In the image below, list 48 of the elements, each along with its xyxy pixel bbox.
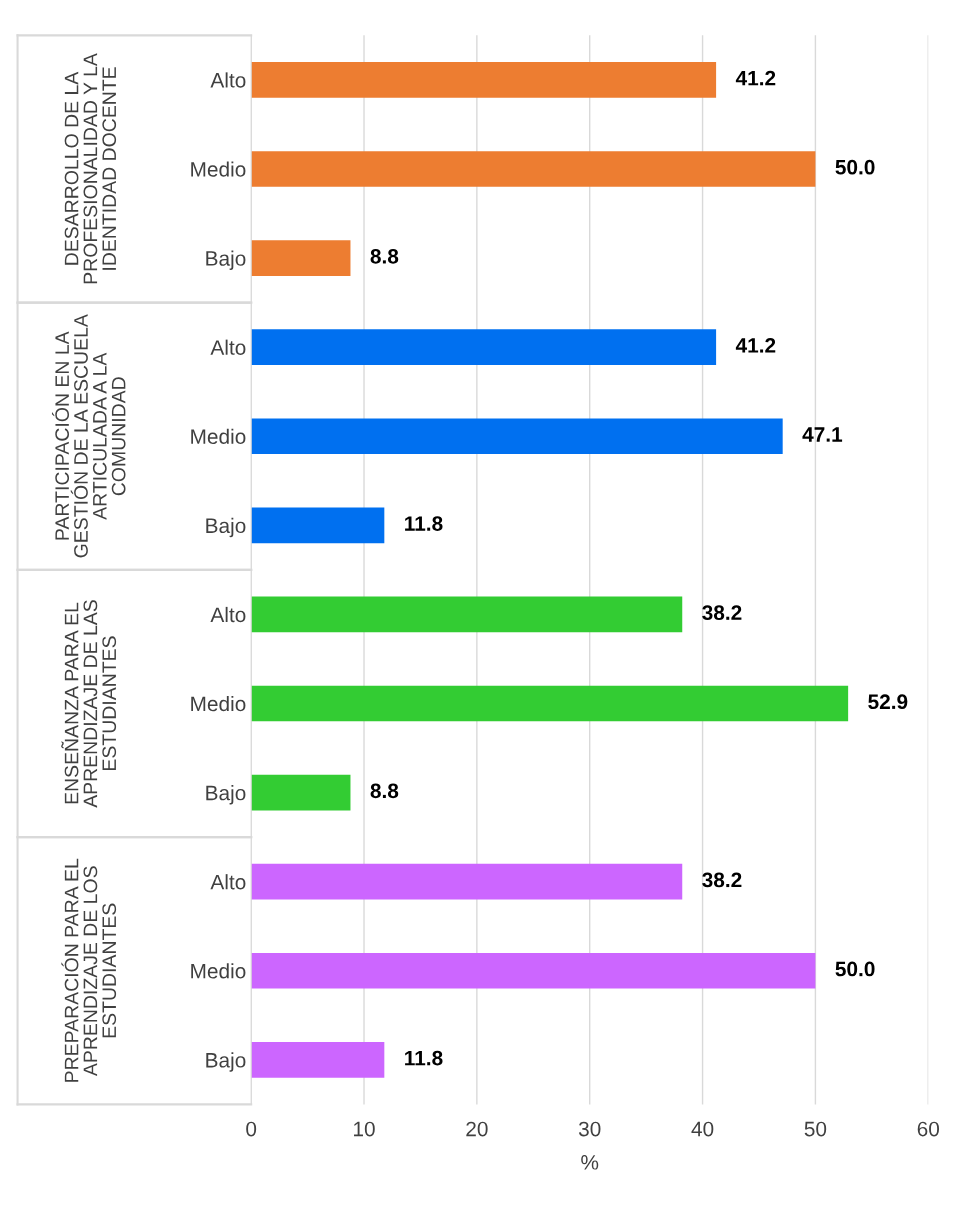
text: ENSEÑANZA PARA EL APRENDIZAJE DE LAS ESTUDIANTES [61, 600, 117, 808]
y-tick-label: Bajo [206, 785, 246, 805]
data-label: 8.8 [370, 248, 399, 264]
y-tick-label: Medio [191, 695, 246, 712]
x-tick-label: 10 [354, 1121, 375, 1137]
x-tick-label: 30 [578, 1121, 601, 1137]
data-label: 38.2 [702, 872, 742, 888]
data-label: 47.1 [802, 427, 843, 442]
y-tick-label: Bajo [206, 1052, 246, 1072]
bar [251, 774, 351, 811]
data-label: 11.8 [405, 1050, 443, 1066]
y-tick-label: Medio [191, 963, 246, 979]
data-label: 41.2 [735, 338, 776, 353]
x-tick-label: 20 [466, 1121, 488, 1137]
y-tick-label: Alto [210, 606, 246, 623]
text: PARTICIPACIÓN EN LA GESTIÓN DE LA ESCUELA ARTICULADA A LA COMUNIDAD [51, 314, 126, 558]
y-tick-label: Bajo [206, 250, 246, 270]
text: PREPARACIÓN PARA EL APRENDIZAJE DE LOS ESTUDIANTES [61, 858, 117, 1082]
data-label: 8.8 [370, 783, 399, 799]
bar [251, 62, 717, 98]
bar [251, 952, 816, 989]
x-tick-label: 60 [917, 1121, 940, 1137]
x-axis-title: % [581, 1155, 599, 1170]
y-tick-label: Alto [210, 339, 246, 355]
bar [251, 596, 683, 633]
x-tick-label: 0 [246, 1121, 257, 1137]
bar [251, 685, 849, 722]
data-label: 52.9 [868, 694, 908, 710]
y-tick-label: Alto [210, 874, 246, 890]
y-tick-label: Alto [210, 72, 246, 88]
bar [251, 151, 816, 187]
bar [251, 507, 385, 544]
bar [251, 418, 783, 455]
bar [251, 863, 683, 900]
bar [251, 240, 351, 276]
data-label: 11.8 [405, 516, 443, 531]
data-label: 41.2 [735, 70, 776, 86]
y-tick-label: Bajo [206, 517, 246, 538]
text: DESARROLLO DE LA PROFESIONALIDAD Y LA IDENTIDAD DOCENTE [64, 53, 117, 284]
x-tick-label: 40 [691, 1121, 714, 1137]
y-tick-label: Medio [191, 428, 246, 444]
bar [251, 329, 717, 365]
x-tick-label: 50 [804, 1121, 827, 1137]
data-label: 50.0 [835, 961, 875, 977]
data-label: 38.2 [702, 605, 742, 621]
bar [251, 1042, 385, 1078]
y-tick-label: Medio [191, 161, 246, 177]
data-label: 50.0 [835, 159, 875, 175]
